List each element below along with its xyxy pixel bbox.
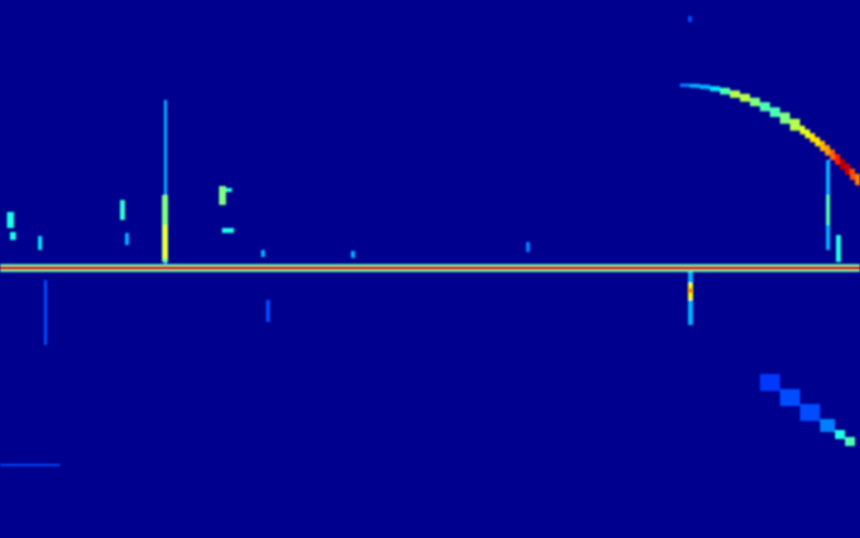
cell: [770, 107, 780, 117]
cell: [710, 86, 720, 91]
cell: [835, 430, 845, 439]
cell: [730, 91, 740, 98]
cell: [805, 129, 810, 138]
cell: [38, 236, 42, 250]
cell: [780, 389, 800, 406]
cell: [0, 270, 860, 272]
cell: [688, 272, 693, 325]
cell: [125, 233, 129, 245]
cell: [120, 200, 125, 220]
cell: [689, 288, 692, 293]
cell: [815, 137, 820, 146]
cell: [720, 88, 730, 95]
cell: [164, 100, 167, 265]
cell: [44, 280, 47, 345]
cell: [820, 141, 825, 151]
cell: [688, 16, 692, 22]
chart: [0, 0, 860, 538]
cell: [162, 195, 168, 262]
cell: [800, 404, 820, 421]
cell: [0, 464, 60, 466]
cell: [750, 98, 760, 107]
cell: [680, 84, 690, 88]
cell: [0, 264, 860, 266]
cell: [826, 160, 830, 250]
cell: [700, 85, 710, 90]
cell: [845, 164, 850, 175]
cell-layer: [0, 16, 860, 466]
cell: [7, 212, 14, 228]
cell: [526, 242, 530, 252]
cell: [855, 174, 860, 185]
cell: [0, 266, 860, 270]
cell: [688, 283, 693, 300]
cell: [825, 145, 830, 155]
cell: [790, 119, 800, 131]
cell: [830, 150, 835, 161]
cell: [10, 232, 16, 240]
cell: [850, 169, 855, 180]
plot-background: [0, 0, 860, 538]
cell: [810, 133, 815, 142]
cell: [266, 300, 270, 322]
cell: [226, 188, 232, 192]
cell: [351, 251, 355, 258]
cell: [845, 437, 855, 446]
cell: [690, 84, 700, 88]
cell: [835, 154, 840, 165]
cell: [760, 374, 780, 391]
cell: [261, 250, 265, 257]
cell: [800, 126, 805, 135]
cell: [163, 225, 167, 258]
cell: [826, 195, 830, 225]
cell: [219, 186, 226, 205]
cell: [836, 235, 841, 262]
cell: [740, 94, 750, 102]
cell: [780, 113, 790, 124]
cell: [820, 419, 835, 432]
cell: [222, 228, 234, 233]
cell: [840, 159, 845, 170]
cells: [0, 16, 860, 466]
cell: [760, 102, 770, 111]
